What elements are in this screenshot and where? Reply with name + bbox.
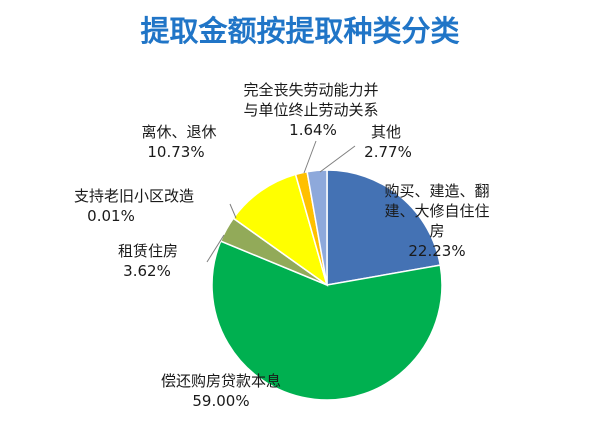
category-label: 支持老旧小区改造: [74, 187, 194, 205]
category-label: 其他: [371, 123, 401, 141]
value-label: 3.62%: [123, 262, 171, 280]
value-label: 10.73%: [147, 143, 204, 161]
pie-slices: [211, 169, 443, 401]
pie-slice: [232, 173, 329, 287]
leader-line: [319, 145, 356, 173]
value-label: 1.64%: [289, 121, 337, 139]
leader-line: [229, 203, 237, 219]
leader-line: [206, 234, 225, 263]
value-label: 22.23%: [408, 242, 465, 260]
leader-line: [303, 140, 317, 174]
category-label: 完全丧失劳动能力并与单位终止劳动关系: [243, 81, 378, 119]
value-label: 2.77%: [364, 143, 412, 161]
pie-slice: [211, 240, 443, 401]
value-label: 59.00%: [192, 392, 249, 410]
data-labels: 购买、建造、翻建、大修自住住房 22.23% 偿还购房贷款本息 59.00% 租赁住房 3…: [74, 81, 490, 410]
value-label: 0.01%: [87, 207, 135, 225]
chart-title: 提取金额按提取种类分类: [140, 14, 459, 48]
category-label: 离休、退休: [141, 123, 216, 141]
category-label: 偿还购房贷款本息: [161, 372, 281, 390]
pie-slice: [306, 169, 328, 286]
category-label: 购买、建造、翻建、大修自住住房: [384, 182, 489, 240]
leader-lines: [206, 140, 356, 263]
pie-slice: [326, 169, 442, 286]
category-label: 租赁住房: [118, 242, 178, 260]
